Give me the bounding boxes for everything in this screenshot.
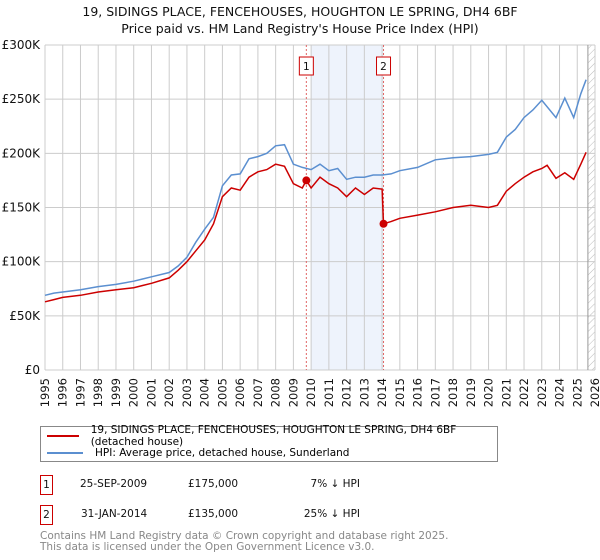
- sale-marker-box: [376, 56, 392, 76]
- footer: Contains HM Land Registry data © Crown c…: [40, 531, 448, 553]
- y-tick-label: £300K: [2, 38, 42, 52]
- sale-point: [379, 219, 388, 228]
- sale-price: £135,000: [188, 508, 239, 520]
- sale-marker-label: 1: [303, 61, 310, 73]
- x-tick-label: 2015: [393, 378, 407, 407]
- x-tick-label: 2006: [233, 378, 247, 407]
- x-tick-label: 2004: [198, 378, 212, 407]
- legend-item-property: 19, SIDINGS PLACE, FENCEHOUSES, HOUGHTON…: [41, 424, 497, 448]
- x-tick-label: 2001: [144, 378, 158, 407]
- y-tick-label: £50K: [9, 309, 41, 323]
- x-tick-label: 2016: [411, 378, 425, 407]
- x-tick-label: 1997: [73, 378, 87, 407]
- x-tick-label: 2012: [340, 378, 354, 407]
- sale-badge: 1: [40, 475, 53, 495]
- sale-hpi-diff: 7% ↓ HPI: [310, 478, 360, 490]
- x-tick-label: 1995: [38, 378, 52, 407]
- hpi-line: [44, 79, 587, 297]
- x-tick-label: 2025: [570, 378, 584, 407]
- x-tick-label: 2011: [322, 378, 336, 407]
- legend-label: HPI: Average price, detached house, Sund…: [95, 447, 350, 459]
- sale-date: 25-SEP-2009: [80, 478, 148, 490]
- x-tick-label: 2022: [517, 378, 531, 407]
- price-paid-line: [44, 151, 587, 303]
- x-tick-label: 2009: [286, 378, 300, 407]
- legend: 19, SIDINGS PLACE, FENCEHOUSES, HOUGHTON…: [40, 424, 498, 462]
- price-chart: 1995 1996 1997 1998 1999 2000 2001 2002 2003 2004…: [2, 38, 600, 407]
- legend-swatch-red: [47, 435, 79, 437]
- x-tick-label: 2013: [357, 378, 371, 407]
- y-tick-label: £200K: [2, 146, 42, 160]
- legend-label: 19, SIDINGS PLACE, FENCEHOUSES, HOUGHTON…: [90, 424, 457, 448]
- x-tick-label: 2002: [162, 378, 176, 407]
- sale-marker-label: 2: [380, 61, 387, 73]
- x-tick-label: 2018: [446, 378, 460, 407]
- x-tick-label: 2008: [269, 378, 283, 407]
- y-tick-label: £150K: [2, 201, 42, 215]
- sale-marker-box: [298, 56, 314, 76]
- y-tick-label: £250K: [2, 92, 42, 106]
- x-tick-label: 1999: [109, 378, 123, 407]
- legend-item-hpi: HPI: Average price, detached house, Sund…: [41, 445, 349, 461]
- x-tick-label: 2017: [428, 378, 442, 407]
- x-tick-label: 2019: [464, 378, 478, 407]
- x-tick-label: 2005: [215, 378, 229, 407]
- sale-badge: 2: [40, 505, 53, 525]
- x-tick-label: 2020: [482, 378, 496, 407]
- sale-price: £175,000: [188, 478, 239, 490]
- x-tick-label: 2010: [304, 378, 318, 407]
- y-tick-label: £100K: [2, 255, 42, 269]
- x-tick-label: 2014: [375, 378, 389, 407]
- x-tick-label: 1996: [56, 378, 70, 407]
- y-tick-label: £0: [25, 363, 40, 377]
- sale-point: [302, 176, 311, 185]
- x-tick-label: 2007: [251, 378, 265, 407]
- x-tick-label: 2024: [553, 378, 567, 407]
- x-tick-label: 2003: [180, 378, 194, 407]
- x-tick-label: 1998: [91, 378, 105, 407]
- x-tick-label: 2000: [127, 378, 141, 407]
- chart-subtitle: Price paid vs. HM Land Registry's House …: [121, 21, 479, 36]
- footer-copyright: Contains HM Land Registry data © Crown c…: [40, 530, 449, 542]
- sale-date: 31-JAN-2014: [81, 508, 148, 520]
- x-tick-label: 2023: [535, 378, 549, 407]
- chart-title: 19, SIDINGS PLACE, FENCEHOUSES, HOUGHTON…: [82, 4, 518, 19]
- legend-swatch-blue: [47, 452, 83, 454]
- sale-hpi-diff: 25% ↓ HPI: [303, 508, 360, 520]
- x-tick-label: 2026: [588, 378, 600, 407]
- x-tick-label: 2021: [499, 378, 513, 407]
- footer-licence: This data is licensed under the Open Gov…: [40, 541, 375, 553]
